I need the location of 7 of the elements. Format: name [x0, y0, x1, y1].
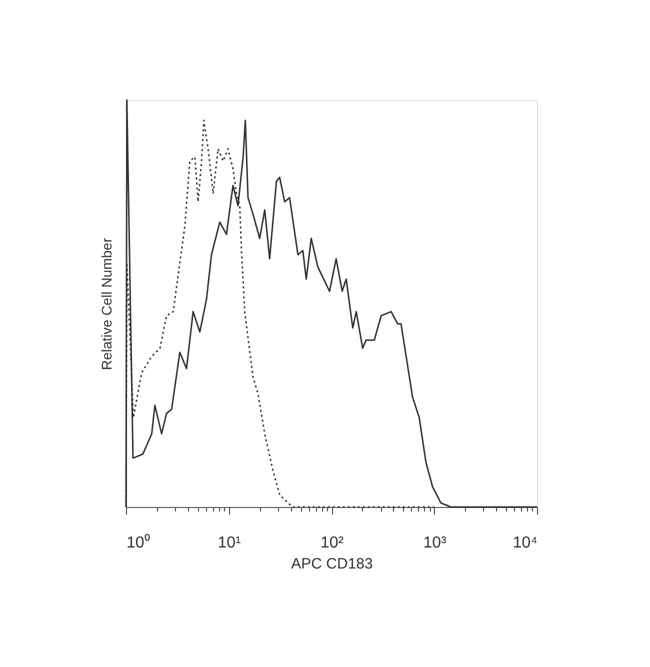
x-tick-label: 10⁰: [126, 534, 150, 552]
y-axis-title: Relative Cell Number: [98, 238, 114, 370]
x-tick-label: 10⁴: [512, 534, 538, 552]
x-axis-title: APC CD183: [291, 556, 373, 572]
x-tick-label: 10³: [423, 534, 447, 552]
x-tick-label: 10¹: [218, 534, 241, 552]
x-tick-label: 10²: [320, 534, 344, 552]
